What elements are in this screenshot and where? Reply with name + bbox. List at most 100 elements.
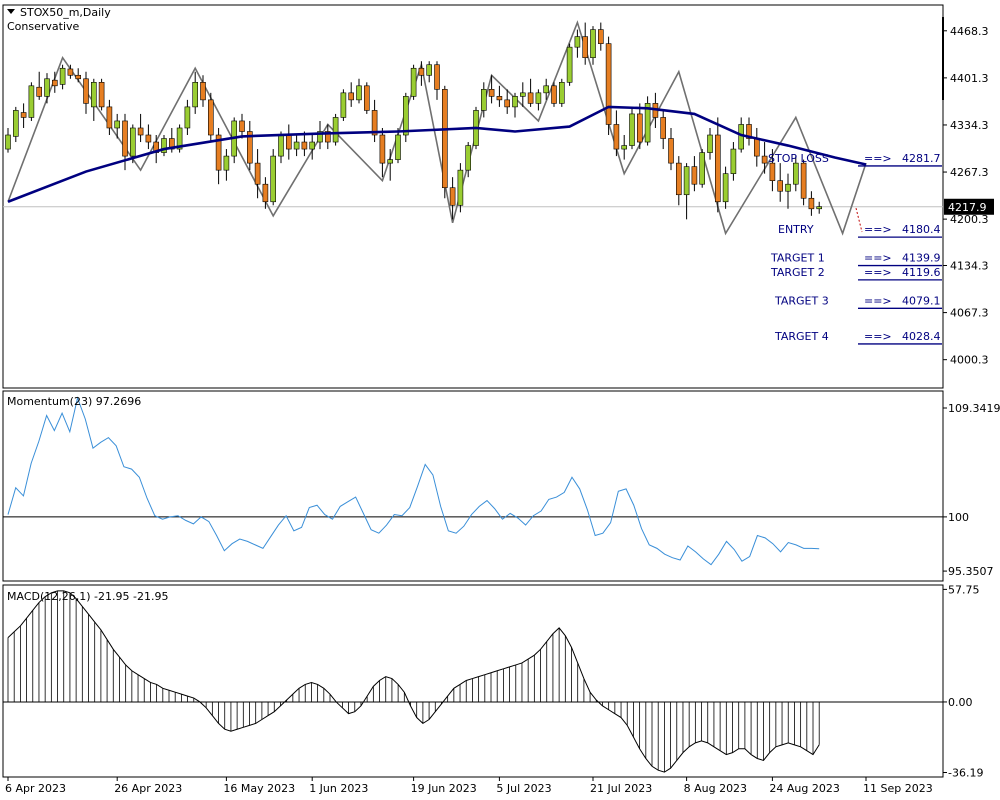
price-axis-label: 4334.3 xyxy=(950,119,989,132)
candle xyxy=(13,106,19,143)
candle xyxy=(746,117,752,146)
candle xyxy=(223,149,230,181)
candle-body xyxy=(5,134,11,150)
candle xyxy=(106,99,113,136)
candle-body xyxy=(629,113,635,146)
candle xyxy=(293,135,300,157)
candle xyxy=(137,113,144,143)
candle xyxy=(285,124,292,160)
candle xyxy=(808,191,815,216)
candle-body xyxy=(356,85,362,101)
candle xyxy=(449,177,456,220)
candle-body xyxy=(668,138,674,164)
candle xyxy=(551,82,557,107)
candle-body xyxy=(254,162,261,185)
candle-body xyxy=(371,110,378,136)
date-axis-label: 21 Jul 2023 xyxy=(590,782,652,795)
moving-average-line xyxy=(7,105,867,203)
candle xyxy=(519,82,526,107)
candle xyxy=(699,149,706,188)
candle-body xyxy=(777,180,784,192)
candle-body xyxy=(434,64,440,90)
candle xyxy=(753,127,760,167)
candle xyxy=(761,142,768,174)
trade-level: TARGET 2 ==> 4119.6 xyxy=(770,266,942,281)
dropdown-triangle-icon[interactable] xyxy=(7,9,15,14)
candle xyxy=(387,149,394,181)
momentum-panel-frame xyxy=(2,390,944,582)
macd-chart[interactable] xyxy=(3,590,943,773)
candle-body xyxy=(332,117,339,143)
macd-title: MACD(12,26,1) -21.95 -21.95 xyxy=(7,590,168,603)
candle xyxy=(683,163,690,220)
candle xyxy=(629,106,635,150)
candle-body xyxy=(761,155,768,164)
candle xyxy=(215,127,222,185)
candle-body xyxy=(707,134,713,153)
candle xyxy=(488,75,495,104)
momentum-chart[interactable] xyxy=(3,396,943,566)
candle-body xyxy=(91,82,97,108)
candle xyxy=(91,78,97,121)
candle-body xyxy=(340,92,347,118)
symbol-title: STOX50_m,Daily xyxy=(20,6,111,19)
candle-body xyxy=(683,166,690,196)
candle xyxy=(254,149,261,199)
candle-body xyxy=(387,159,394,164)
candle-body xyxy=(67,68,74,76)
trade-level: TARGET 4 ==> 4028.4 xyxy=(774,330,942,345)
date-axis-label: 26 Apr 2023 xyxy=(114,782,182,795)
candle-body xyxy=(317,131,323,143)
candle-body xyxy=(519,92,526,97)
candle-body xyxy=(278,134,284,157)
candle-body xyxy=(527,92,534,104)
candle-body xyxy=(410,67,417,97)
candle-body xyxy=(208,99,214,136)
candle xyxy=(527,78,534,107)
candle xyxy=(558,78,565,107)
candle xyxy=(410,64,417,100)
candle xyxy=(707,127,713,160)
candle xyxy=(192,71,198,114)
candle-body xyxy=(512,96,518,108)
candle-body xyxy=(98,82,105,108)
candle xyxy=(98,78,105,111)
candle-body xyxy=(145,134,152,143)
candle-body xyxy=(247,131,253,164)
candle-body xyxy=(130,127,136,157)
trade-level-value: 4119.6 xyxy=(902,266,941,279)
candle-body xyxy=(192,82,198,108)
candle-body xyxy=(714,134,721,203)
momentum-title: Momentum(23) 97.2696 xyxy=(7,395,141,408)
candle-body xyxy=(660,117,667,139)
momentum-axis-label: 100 xyxy=(948,511,969,524)
macd-panel-frame xyxy=(2,584,944,778)
indicator-name: Conservative xyxy=(7,20,80,33)
candle xyxy=(402,92,409,143)
candle-body xyxy=(621,145,628,150)
candle-body xyxy=(106,106,113,129)
candle xyxy=(426,61,433,83)
date-axis-label: 19 Jun 2023 xyxy=(411,782,477,795)
candle-body xyxy=(449,187,456,206)
price-chart[interactable] xyxy=(3,20,943,236)
trade-level: TARGET 1 ==> 4139.9 xyxy=(770,252,942,267)
current-price-tag xyxy=(944,198,994,215)
candle-body xyxy=(285,134,292,150)
candle-body xyxy=(785,183,791,192)
candle xyxy=(714,117,721,213)
candle-body xyxy=(644,103,651,143)
candle xyxy=(543,78,550,100)
candle-body xyxy=(753,138,760,157)
trade-level-value: 4180.4 xyxy=(902,223,941,236)
trade-levels: STOP LOSS ==> 4281.7 ENTRY ==> 4180.4 TARGET 1… xyxy=(768,152,942,345)
date-axis-label: 1 Jun 2023 xyxy=(309,782,368,795)
candle xyxy=(239,113,245,139)
candle-body xyxy=(324,131,331,143)
candle-body xyxy=(309,141,316,150)
candle xyxy=(75,68,81,83)
candle xyxy=(496,85,503,107)
price-axis-label: 4468.3 xyxy=(950,25,989,38)
candle-body xyxy=(769,162,776,181)
